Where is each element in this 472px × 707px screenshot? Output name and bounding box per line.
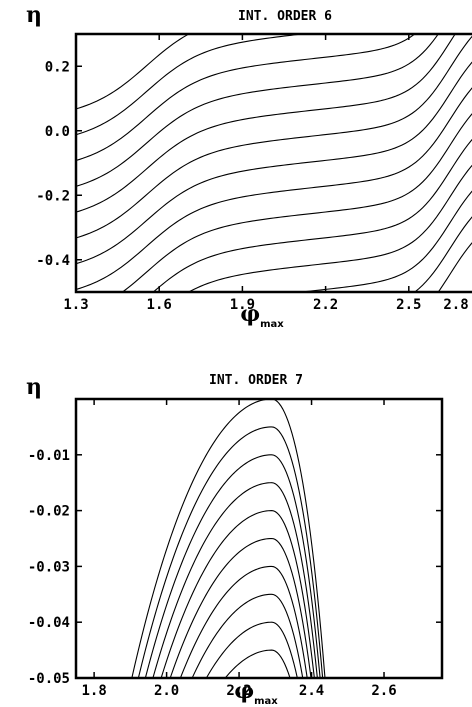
x-axis-label-2: φmax (234, 678, 278, 707)
y-tick-label-2-0: -0.01 (28, 448, 70, 464)
contour-line-2-5 (169, 537, 312, 678)
y-tick-label-1-1: 0.0 (45, 124, 70, 140)
x-tick-label-2-1: 2.0 (154, 683, 179, 699)
x-tick-label-1-3: 2.2 (313, 297, 338, 313)
x-tick-label-1-2: 1.9 (230, 297, 255, 313)
contour-line-1-1 (413, 216, 472, 292)
x-tick-label-1-4: 2.5 (396, 297, 421, 313)
contour-line-1-4 (152, 138, 472, 292)
contour-line-2-8 (205, 621, 298, 678)
contour-line-1-11 (76, 34, 416, 162)
contour-line-1-2 (297, 190, 472, 292)
contour-line-2-6 (179, 565, 308, 678)
plot-frame-1 (74, 32, 472, 294)
contour-line-1-6 (76, 87, 472, 291)
contour-line-2-0 (131, 399, 326, 678)
x-tick-label-1-0: 1.3 (63, 297, 88, 313)
contour-line-1-10 (76, 34, 439, 187)
x-tick-label-1-1: 1.6 (147, 297, 172, 313)
contour-line-2-2 (144, 454, 321, 678)
y-tick-label-2-2: -0.03 (28, 559, 70, 575)
y-tick-label-2-3: -0.04 (28, 615, 70, 631)
y-tick-label-2-1: -0.02 (28, 504, 70, 520)
contours-2 (131, 399, 326, 678)
contour-line-1-12 (76, 34, 308, 136)
contour-line-1-3 (187, 164, 472, 292)
x-axis-label-1: φmax (240, 301, 284, 330)
contour-line-1-9 (76, 34, 456, 213)
contour-line-2-3 (152, 482, 318, 678)
contour-line-1-7 (76, 61, 472, 265)
y-tick-label-1-0: 0.2 (45, 59, 70, 75)
contour-line-1-5 (121, 113, 472, 292)
x-tick-label-2-2: 2.2 (226, 683, 251, 699)
y-tick-label-1-2: -0.2 (36, 188, 70, 204)
x-tick-label-1-5: 2.8 (443, 297, 468, 313)
contour-line-1-8 (76, 35, 472, 239)
panel-int-order-6: INT. ORDER 6 η 0.2 0.0 -0.2 -0.4 1.3 1.6 1.9 2… (26, 2, 472, 330)
y-axis-label-1: η (26, 2, 42, 28)
contour-line-1-13 (76, 34, 190, 110)
contour-line-2-7 (191, 593, 304, 678)
contour-line-2-9 (224, 649, 291, 678)
x-ticks-1: 1.3 1.6 1.9 2.2 2.5 2.8 (63, 34, 469, 313)
panel-int-order-7: INT. ORDER 7 η -0.01 -0.02 -0.03 -0.04 -0.05… (26, 373, 444, 707)
contour-line-2-4 (160, 510, 315, 678)
x-ticks-2: 1.8 2.0 2.2 2.4 2.6 (81, 399, 397, 699)
y-ticks-1: 0.2 0.0 -0.2 -0.4 (36, 59, 82, 269)
y-tick-label-1-3: -0.4 (36, 253, 70, 269)
y-tick-label-2-4: -0.05 (28, 671, 70, 687)
plot-frame-2 (74, 397, 444, 680)
contour-line-2-1 (137, 426, 324, 678)
x-tick-label-2-0: 1.8 (81, 683, 106, 699)
chart-title-1: INT. ORDER 6 (238, 9, 332, 24)
x-tick-label-2-3: 2.4 (299, 683, 324, 699)
chart-title-2: INT. ORDER 7 (209, 373, 303, 388)
y-ticks-2: -0.01 -0.02 -0.03 -0.04 -0.05 (28, 448, 442, 687)
contours-1 (76, 34, 472, 292)
y-axis-label-2: η (26, 374, 42, 400)
x-tick-label-2-4: 2.6 (371, 683, 396, 699)
